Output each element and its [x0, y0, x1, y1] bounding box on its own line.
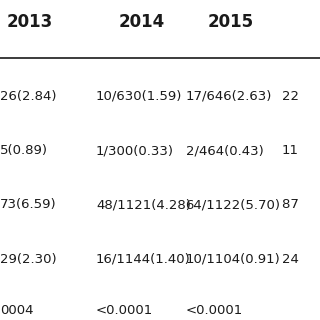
- Text: 1/300(0.33): 1/300(0.33): [96, 144, 174, 157]
- Text: 10/630(1.59): 10/630(1.59): [96, 90, 182, 103]
- Text: 29(2.30): 29(2.30): [0, 253, 57, 266]
- Text: 26(2.84): 26(2.84): [0, 90, 57, 103]
- Text: 48/1121(4.28): 48/1121(4.28): [96, 198, 191, 212]
- Text: 2014: 2014: [118, 13, 165, 31]
- Text: 87⁠: 87⁠: [282, 198, 299, 212]
- Text: 73(6.59): 73(6.59): [0, 198, 57, 212]
- Text: 16/1144(1.40): 16/1144(1.40): [96, 253, 191, 266]
- Text: 11: 11: [282, 144, 299, 157]
- Text: 10/1104(0.91): 10/1104(0.91): [186, 253, 280, 266]
- Text: 2/464(0.43): 2/464(0.43): [186, 144, 263, 157]
- Text: 0004: 0004: [0, 304, 34, 317]
- Text: 2013: 2013: [6, 13, 53, 31]
- Text: 2015: 2015: [208, 13, 254, 31]
- Text: 5(0.89): 5(0.89): [0, 144, 48, 157]
- Text: 24⁠: 24⁠: [282, 253, 299, 266]
- Text: <0.0001: <0.0001: [96, 304, 153, 317]
- Text: 17/646(2.63): 17/646(2.63): [186, 90, 272, 103]
- Text: 64/1122(5.70): 64/1122(5.70): [186, 198, 281, 212]
- Text: <0.0001: <0.0001: [186, 304, 243, 317]
- Text: 22: 22: [282, 90, 299, 103]
